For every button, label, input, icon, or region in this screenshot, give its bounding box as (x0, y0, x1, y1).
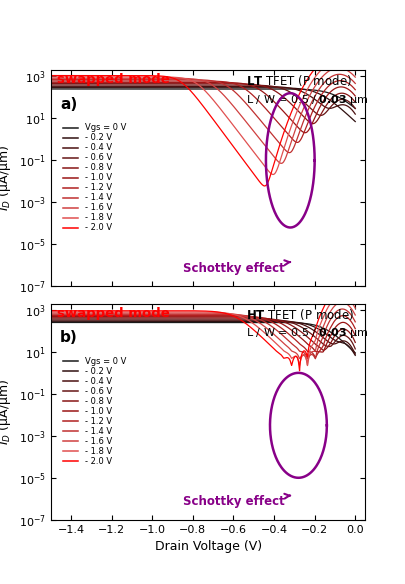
Text: a): a) (60, 97, 77, 112)
Legend: Vgs = 0 V, - 0.2 V, - 0.4 V, - 0.6 V, - 0.8 V, - 1.0 V, - 1.2 V, - 1.4 V, - 1.6 : Vgs = 0 V, - 0.2 V, - 0.4 V, - 0.6 V, - … (61, 355, 127, 468)
Text: swapped mode: swapped mode (57, 74, 169, 86)
Text: b): b) (60, 331, 78, 346)
Legend: Vgs = 0 V, - 0.2 V, - 0.4 V, - 0.6 V, - 0.8 V, - 1.0 V, - 1.2 V, - 1.4 V, - 1.6 : Vgs = 0 V, - 0.2 V, - 0.4 V, - 0.6 V, - … (61, 122, 127, 234)
Text: L / W = 0.5 / $\mathbf{0.03}$ µm: L / W = 0.5 / $\mathbf{0.03}$ µm (245, 93, 368, 107)
Text: Schottky effect: Schottky effect (182, 494, 290, 508)
Y-axis label: $I_D$ (µA/µm): $I_D$ (µA/µm) (0, 145, 13, 211)
Text: L / W = 0.5 / $\mathbf{0.03}$ µm: L / W = 0.5 / $\mathbf{0.03}$ µm (245, 326, 368, 340)
Y-axis label: $I_D$ (µA/µm): $I_D$ (µA/µm) (0, 378, 13, 444)
X-axis label: Drain Voltage (V): Drain Voltage (V) (154, 540, 261, 553)
Text: $\mathbf{HT}$ TFET (P mode): $\mathbf{HT}$ TFET (P mode) (245, 307, 353, 322)
Text: Schottky effect: Schottky effect (182, 260, 290, 274)
Text: $\mathbf{LT}$ TFET (P mode): $\mathbf{LT}$ TFET (P mode) (245, 74, 351, 88)
Text: swapped mode: swapped mode (57, 307, 169, 320)
